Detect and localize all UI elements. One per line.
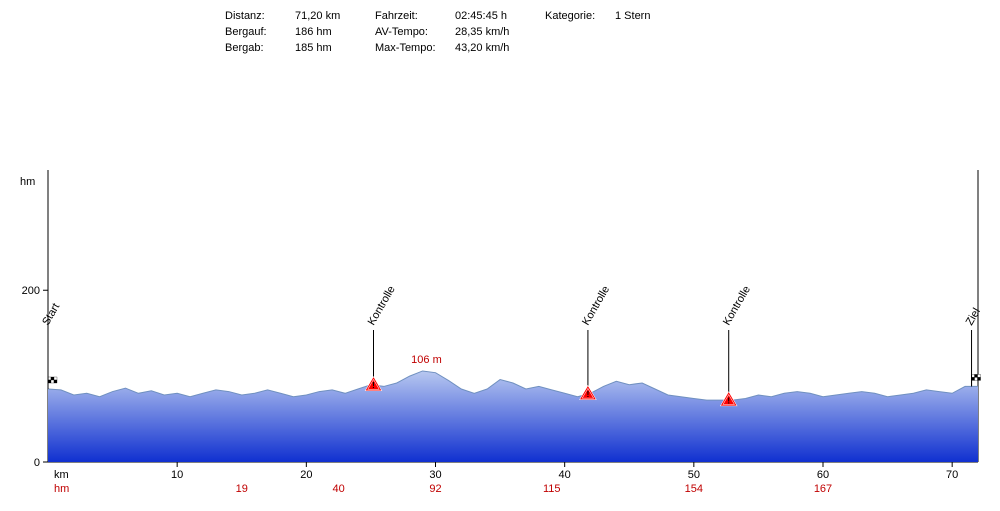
stat-key: Bergauf: bbox=[225, 26, 295, 38]
stat-key: AV-Tempo: bbox=[375, 26, 455, 38]
svg-text:200: 200 bbox=[22, 285, 40, 297]
svg-text:40: 40 bbox=[559, 469, 571, 481]
svg-text:!: ! bbox=[372, 381, 375, 390]
svg-text:!: ! bbox=[587, 390, 590, 399]
stat-key: Kategorie: bbox=[545, 10, 615, 22]
svg-text:154: 154 bbox=[685, 483, 703, 495]
elevation-chart: 0 200 10 20 30 40 50 60 70 km hm 19 40 92 115 154 167 106… bbox=[18, 170, 983, 500]
stat-val: 43,20 km/h bbox=[455, 42, 545, 54]
svg-text:Kontrolle: Kontrolle bbox=[366, 284, 398, 328]
svg-text:Kontrolle: Kontrolle bbox=[580, 284, 612, 328]
stat-key: Fahrzeit: bbox=[375, 10, 455, 22]
stats-table: Distanz: 71,20 km Fahrzeit: 02:45:45 h K… bbox=[225, 10, 695, 54]
svg-text:115: 115 bbox=[543, 483, 561, 495]
svg-text:92: 92 bbox=[429, 483, 441, 495]
stat-val: 28,35 km/h bbox=[455, 26, 545, 38]
stat-key: Distanz: bbox=[225, 10, 295, 22]
stat-key bbox=[545, 26, 615, 38]
svg-text:70: 70 bbox=[946, 469, 958, 481]
stat-val: 186 hm bbox=[295, 26, 375, 38]
svg-text:Kontrolle: Kontrolle bbox=[721, 284, 753, 328]
svg-text:30: 30 bbox=[429, 469, 441, 481]
stat-val: 185 hm bbox=[295, 42, 375, 54]
stat-key: Bergab: bbox=[225, 42, 295, 54]
svg-text:!: ! bbox=[727, 396, 730, 405]
stat-key: Max-Tempo: bbox=[375, 42, 455, 54]
svg-text:hm: hm bbox=[54, 483, 69, 495]
svg-text:Ziel: Ziel bbox=[964, 306, 983, 327]
stat-val bbox=[615, 42, 695, 54]
svg-text:10: 10 bbox=[171, 469, 183, 481]
svg-text:20: 20 bbox=[300, 469, 312, 481]
svg-text:167: 167 bbox=[814, 483, 832, 495]
stat-val: 71,20 km bbox=[295, 10, 375, 22]
stat-val: 02:45:45 h bbox=[455, 10, 545, 22]
svg-text:40: 40 bbox=[333, 483, 345, 495]
stat-key bbox=[545, 42, 615, 54]
stat-val: 1 Stern bbox=[615, 10, 695, 22]
svg-text:km: km bbox=[54, 469, 69, 481]
svg-text:Start: Start bbox=[40, 301, 62, 327]
svg-text:0: 0 bbox=[34, 457, 40, 469]
svg-text:60: 60 bbox=[817, 469, 829, 481]
svg-text:19: 19 bbox=[236, 483, 248, 495]
svg-text:106 m: 106 m bbox=[411, 354, 442, 366]
stat-val bbox=[615, 26, 695, 38]
svg-text:50: 50 bbox=[688, 469, 700, 481]
